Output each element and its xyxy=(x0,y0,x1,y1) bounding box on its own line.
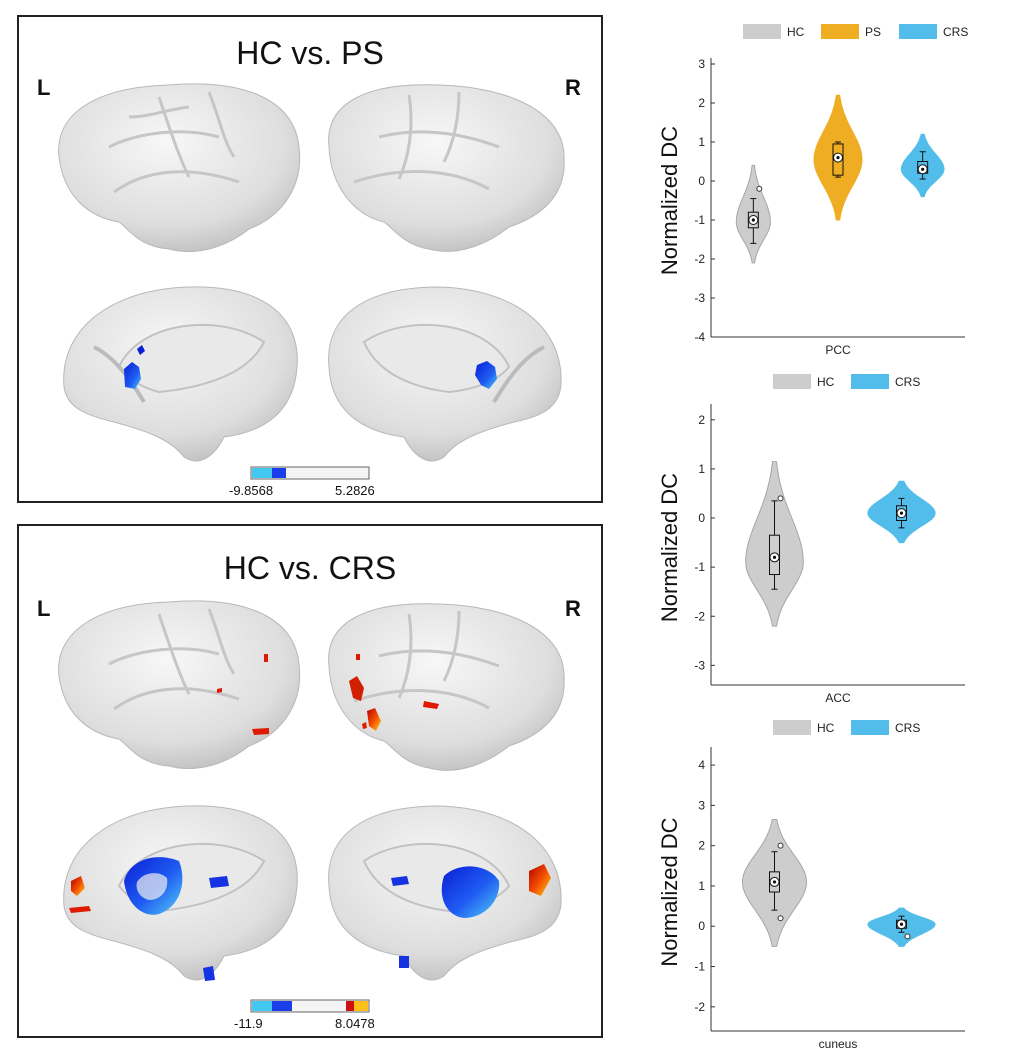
left-hemisphere-label: L xyxy=(37,596,51,621)
y-tick-label: 2 xyxy=(698,96,705,110)
outlier-point xyxy=(904,933,911,940)
violin-chart-cuneus: HC CRS Normalized DC 4 3 2 1 0 -1 -2 cuneus xyxy=(657,720,965,1051)
legend: HC PS CRS xyxy=(743,24,968,39)
y-tick-label: 4 xyxy=(698,758,705,772)
outlier-point xyxy=(777,915,784,922)
y-axis-label: Normalized DC xyxy=(657,473,682,622)
colorbar-bottom xyxy=(250,999,370,1013)
left-hemisphere-label: L xyxy=(37,75,51,100)
outlier-point xyxy=(777,495,784,502)
legend-label-hc: HC xyxy=(817,721,835,735)
legend-swatch-ps xyxy=(821,24,859,39)
colorbar-min-label: -9.8568 xyxy=(229,483,274,498)
y-axis-label: Normalized DC xyxy=(657,817,682,966)
panel-title: HC vs. CRS xyxy=(223,550,397,586)
y-tick-label: -2 xyxy=(694,609,705,623)
y-tick-label: -2 xyxy=(694,1000,705,1014)
legend-label-crs: CRS xyxy=(895,721,920,735)
y-tick-label: 1 xyxy=(698,135,705,149)
brain-surfaces xyxy=(58,600,565,1013)
x-axis-label: ACC xyxy=(825,691,851,705)
legend-swatch-crs xyxy=(851,374,889,389)
violin-hc xyxy=(735,164,771,264)
colorbar-top xyxy=(250,466,370,480)
y-tick-label: 3 xyxy=(698,798,705,812)
legend-swatch-hc xyxy=(773,374,811,389)
colorbar-max-label: 8.0478 xyxy=(335,1016,375,1031)
y-tick-label: -1 xyxy=(694,960,705,974)
violin-ps xyxy=(813,94,863,221)
brain-panel-hc-vs-ps: HC vs. PS L R xyxy=(17,15,603,503)
left-medial-surface xyxy=(63,286,298,462)
legend-swatch-crs xyxy=(851,720,889,735)
y-tick-label: 2 xyxy=(698,413,705,427)
legend-swatch-hc xyxy=(773,720,811,735)
right-medial-surface xyxy=(328,286,562,462)
y-tick-label: -4 xyxy=(694,330,705,344)
colorbar-min-label: -11.9 xyxy=(234,1016,263,1031)
legend-swatch-crs xyxy=(899,24,937,39)
right-lateral-surface xyxy=(328,603,565,771)
legend-label-hc: HC xyxy=(787,25,805,39)
y-tick-label: -1 xyxy=(694,560,705,574)
legend-label-ps: PS xyxy=(865,25,881,39)
median-dot xyxy=(836,156,840,160)
outlier-point xyxy=(756,185,763,192)
median-dot xyxy=(772,555,777,559)
right-hemisphere-label: R xyxy=(565,75,581,100)
legend: HC CRS xyxy=(773,374,920,389)
left-medial-surface xyxy=(63,805,298,981)
violin-crs xyxy=(867,907,936,947)
legend-label-hc: HC xyxy=(817,375,835,389)
y-tick-label: -3 xyxy=(694,658,705,672)
median-dot xyxy=(899,922,904,926)
right-lateral-surface xyxy=(328,84,565,252)
x-axis-label: PCC xyxy=(825,343,851,357)
right-hemisphere-label: R xyxy=(565,596,581,621)
y-tick-label: -1 xyxy=(694,213,705,227)
colorbar-max-label: 5.2826 xyxy=(335,483,375,498)
right-medial-surface xyxy=(328,805,562,981)
median-dot xyxy=(899,511,904,515)
median-dot xyxy=(772,880,777,884)
panel-title: HC vs. PS xyxy=(236,35,384,71)
y-axis-label: Normalized DC xyxy=(657,126,682,275)
brain-panel-hc-vs-crs: HC vs. CRS L R xyxy=(17,524,603,1038)
y-tick-label: -2 xyxy=(694,252,705,266)
y-tick-label: 0 xyxy=(698,919,705,933)
left-lateral-surface xyxy=(58,600,301,770)
legend-swatch-hc xyxy=(743,24,781,39)
y-tick-label: -3 xyxy=(694,291,705,305)
legend: HC CRS xyxy=(773,720,920,735)
violin-chart-pcc: HC PS CRS Normalized DC 3 2 1 0 -1 -2 -3 -4 PCC xyxy=(657,24,968,357)
violin-hc xyxy=(741,819,808,947)
x-axis-label: cuneus xyxy=(819,1037,858,1051)
violin-hc xyxy=(745,461,804,627)
y-tick-label: 2 xyxy=(698,839,705,853)
brain-surfaces xyxy=(58,83,565,480)
y-tick-label: 3 xyxy=(698,57,705,71)
median-dot xyxy=(751,218,755,222)
violin-crs xyxy=(900,133,945,198)
outlier-point xyxy=(777,842,784,849)
y-tick-label: 0 xyxy=(698,511,705,525)
y-tick-label: 1 xyxy=(698,462,705,476)
violin-crs xyxy=(867,480,936,544)
left-lateral-surface xyxy=(58,83,301,253)
y-tick-label: 0 xyxy=(698,174,705,188)
legend-label-crs: CRS xyxy=(943,25,968,39)
median-dot xyxy=(921,167,925,171)
legend-label-crs: CRS xyxy=(895,375,920,389)
violin-chart-acc: HC CRS Normalized DC 2 1 0 -1 -2 -3 ACC xyxy=(657,374,965,705)
y-tick-label: 1 xyxy=(698,879,705,893)
